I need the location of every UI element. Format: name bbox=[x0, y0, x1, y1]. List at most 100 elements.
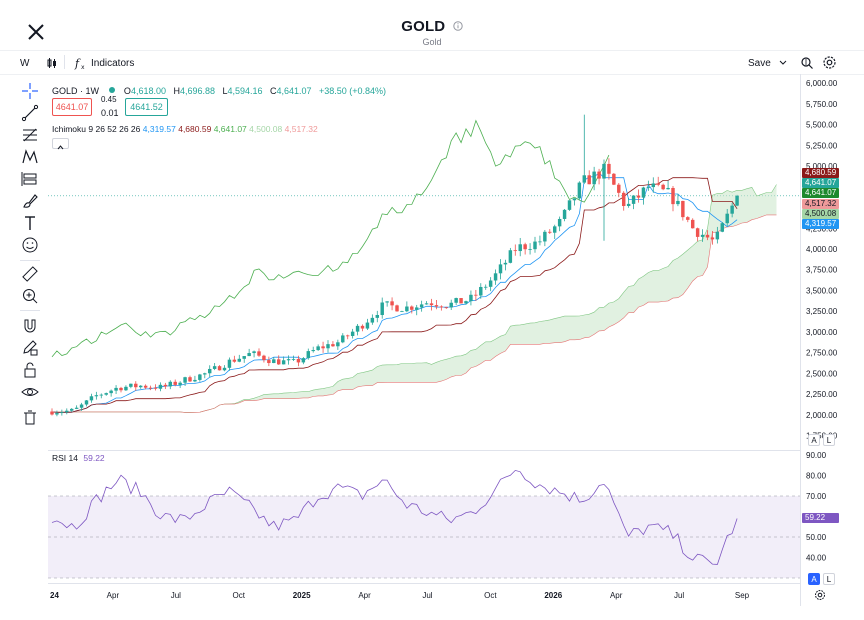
candle-body bbox=[464, 301, 468, 304]
candle-body bbox=[227, 359, 232, 368]
price-tag: 4,641.07 bbox=[802, 188, 839, 198]
candle-body bbox=[469, 294, 473, 302]
candle-body bbox=[636, 195, 641, 198]
candle-body bbox=[385, 301, 389, 303]
candle-body bbox=[360, 325, 365, 329]
candle-body bbox=[449, 302, 453, 308]
info-icon[interactable] bbox=[453, 21, 463, 31]
rsi-legend[interactable]: RSI 14 59.22 bbox=[52, 453, 105, 463]
candle-body bbox=[316, 346, 320, 351]
ichimoku-span-b-value: 4,517.32 bbox=[284, 124, 318, 134]
log-scale-button[interactable]: L bbox=[823, 434, 835, 446]
candle-body bbox=[84, 400, 89, 405]
pattern-icon[interactable] bbox=[20, 147, 40, 167]
trend-line-icon[interactable] bbox=[20, 103, 40, 123]
magnet-icon[interactable] bbox=[20, 316, 40, 336]
buy-button[interactable]: 4641.52 bbox=[125, 98, 168, 116]
quick-search-icon[interactable] bbox=[800, 56, 814, 70]
time-axis-label: Apr bbox=[610, 591, 623, 600]
title-block: GOLD Gold bbox=[332, 18, 532, 47]
candle-body bbox=[419, 304, 424, 308]
high-label: H bbox=[173, 86, 180, 96]
price-tick-label: 2,750.00 bbox=[806, 349, 838, 358]
time-axis-label: Jul bbox=[171, 591, 181, 600]
candle-body bbox=[400, 311, 404, 313]
rsi-auto-scale-button[interactable]: A bbox=[808, 573, 820, 585]
candle-body bbox=[518, 244, 522, 252]
candle-body bbox=[247, 353, 251, 357]
interval-button[interactable]: W bbox=[20, 58, 30, 69]
candle-body bbox=[656, 183, 660, 185]
candle-body bbox=[414, 307, 419, 310]
candle-body bbox=[429, 303, 434, 306]
candle-body bbox=[336, 342, 340, 347]
fib-retracement-icon[interactable] bbox=[20, 125, 40, 145]
candle-body bbox=[50, 411, 54, 415]
price-tick-label: 6,000.00 bbox=[806, 79, 838, 88]
rsi-value: 59.22 bbox=[83, 453, 105, 463]
rsi-label: RSI 14 bbox=[52, 453, 78, 463]
candle-body bbox=[690, 219, 695, 229]
candle-body bbox=[567, 200, 572, 210]
eye-icon[interactable] bbox=[20, 382, 40, 402]
candle-body bbox=[257, 351, 261, 356]
indicators-button[interactable]: Indicators bbox=[91, 58, 135, 69]
ichimoku-legend[interactable]: Ichimoku 9 26 52 26 26 4,319.57 4,680.59… bbox=[52, 124, 318, 134]
candle-body bbox=[272, 359, 276, 364]
zoom-in-icon[interactable] bbox=[20, 286, 40, 306]
candle-body bbox=[676, 200, 680, 205]
chart-settings-icon[interactable] bbox=[814, 589, 826, 601]
chart-canvas[interactable]: 6,000.00 5,750.00 5,500.00 5,250.00 5,000.00… bbox=[0, 74, 864, 620]
lock-drawings-pencil-icon[interactable] bbox=[20, 338, 40, 358]
brush-icon[interactable] bbox=[20, 191, 40, 211]
projection-icon[interactable] bbox=[20, 169, 40, 189]
sell-button[interactable]: 4641.07 bbox=[52, 98, 92, 116]
price-tick-label: 3,750.00 bbox=[806, 266, 838, 275]
collapse-legend-button[interactable] bbox=[52, 138, 69, 150]
crosshair-icon[interactable] bbox=[20, 81, 40, 101]
candle-body bbox=[410, 306, 414, 310]
settings-gear-icon[interactable] bbox=[822, 55, 837, 70]
candle-body bbox=[661, 184, 665, 190]
trash-icon[interactable] bbox=[20, 408, 40, 428]
candle-body bbox=[681, 200, 685, 218]
auto-scale-button[interactable]: A bbox=[808, 434, 820, 446]
candle-body bbox=[114, 387, 118, 391]
candle-body bbox=[557, 218, 562, 227]
rsi-tick-label: 80.00 bbox=[806, 472, 827, 481]
symbol-label[interactable]: GOLD · 1W bbox=[52, 86, 100, 96]
lock-icon[interactable] bbox=[20, 360, 40, 380]
ichimoku-span-a-value: 4,500.08 bbox=[249, 124, 283, 134]
candle-body bbox=[700, 234, 705, 237]
price-tick-label: 2,500.00 bbox=[806, 369, 838, 378]
candle-body bbox=[577, 182, 582, 199]
save-button[interactable]: Save bbox=[748, 58, 771, 69]
candle-body bbox=[479, 286, 483, 296]
candle-body bbox=[380, 302, 384, 315]
text-tool-icon[interactable] bbox=[20, 213, 40, 233]
ruler-icon[interactable] bbox=[20, 264, 40, 284]
top-header: GOLD Gold bbox=[0, 0, 864, 50]
close-icon[interactable] bbox=[22, 18, 50, 46]
candle-body bbox=[715, 231, 720, 240]
candle-body bbox=[592, 171, 596, 185]
candle-body bbox=[493, 273, 498, 281]
candle-body bbox=[528, 249, 532, 250]
cloud-fill bbox=[52, 184, 777, 413]
indicators-icon[interactable]: f x bbox=[74, 56, 88, 70]
rsi-log-scale-button[interactable]: L bbox=[823, 573, 835, 585]
chevron-down-icon[interactable] bbox=[779, 60, 787, 66]
candle-body bbox=[666, 187, 670, 190]
candle-body bbox=[119, 387, 123, 391]
candle-body bbox=[572, 198, 577, 201]
rsi-pane bbox=[48, 469, 800, 579]
candle-body bbox=[143, 385, 148, 388]
candle-body bbox=[79, 404, 84, 408]
price-tick-label: 5,500.00 bbox=[806, 121, 838, 130]
candle-body bbox=[129, 383, 133, 387]
candle-body bbox=[587, 175, 591, 185]
candle-style-icon[interactable] bbox=[46, 57, 58, 69]
emoji-icon[interactable] bbox=[20, 235, 40, 255]
candle-body bbox=[582, 175, 587, 183]
candle-body bbox=[405, 306, 409, 312]
